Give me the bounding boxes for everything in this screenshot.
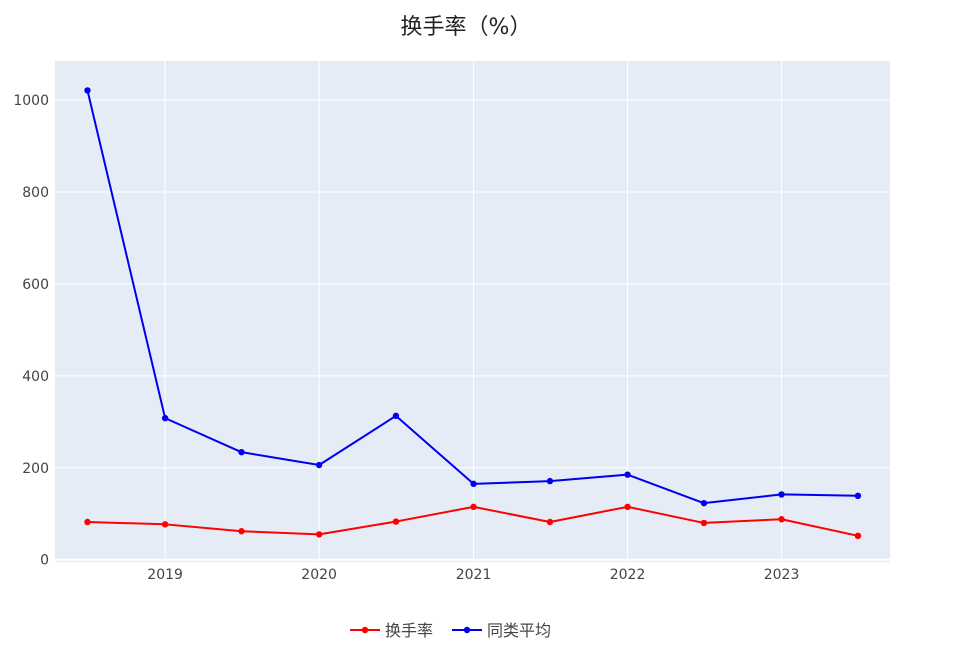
data-point[interactable] — [778, 516, 785, 523]
data-point[interactable] — [854, 532, 862, 540]
y-tick-label: 800 — [22, 185, 49, 201]
data-point[interactable] — [470, 503, 477, 511]
x-axis-ticks: 2019 2020 2021 2022 2023 — [147, 567, 799, 583]
y-tick-label: 0 — [40, 553, 49, 569]
data-point[interactable] — [161, 521, 169, 528]
series-layer — [84, 87, 862, 540]
data-point[interactable] — [392, 518, 400, 525]
x-tick-label: 2020 — [301, 567, 337, 583]
y-tick-label: 1000 — [13, 93, 49, 109]
data-point[interactable] — [392, 412, 400, 420]
data-point[interactable] — [778, 491, 785, 498]
y-tick-label: 400 — [22, 369, 49, 385]
legend-swatch-marker — [463, 626, 471, 634]
x-tick-label: 2022 — [610, 567, 646, 583]
data-point[interactable] — [84, 518, 91, 526]
plot-area — [55, 61, 890, 562]
y-tick-label: 200 — [22, 461, 49, 477]
legend-item-0[interactable]: 换手率 — [350, 621, 433, 640]
grid-lines — [55, 61, 890, 562]
data-point[interactable] — [84, 87, 91, 94]
legend-label: 换手率 — [385, 621, 433, 640]
y-axis-ticks: 0 200 400 600 800 1000 — [13, 93, 49, 569]
data-point[interactable] — [315, 531, 323, 538]
y-tick-label: 600 — [22, 277, 49, 293]
data-point[interactable] — [546, 477, 554, 485]
data-point[interactable] — [624, 503, 631, 511]
x-tick-label: 2019 — [147, 567, 183, 583]
legend[interactable]: 换手率 同类平均 — [350, 621, 551, 640]
legend-swatch-marker — [361, 626, 369, 634]
data-point[interactable] — [161, 414, 169, 422]
x-tick-label: 2023 — [764, 567, 800, 583]
data-point[interactable] — [546, 518, 554, 526]
data-point[interactable] — [624, 471, 631, 478]
data-point[interactable] — [238, 448, 245, 456]
data-point[interactable] — [470, 480, 477, 488]
legend-label: 同类平均 — [487, 621, 551, 640]
data-point[interactable] — [238, 528, 245, 535]
data-point[interactable] — [700, 519, 708, 527]
chart-title: 换手率（%） — [401, 15, 532, 40]
legend-item-1[interactable]: 同类平均 — [452, 621, 551, 640]
data-point[interactable] — [315, 461, 323, 469]
x-tick-label: 2021 — [456, 567, 492, 583]
data-point[interactable] — [700, 499, 708, 507]
data-point[interactable] — [854, 492, 862, 500]
